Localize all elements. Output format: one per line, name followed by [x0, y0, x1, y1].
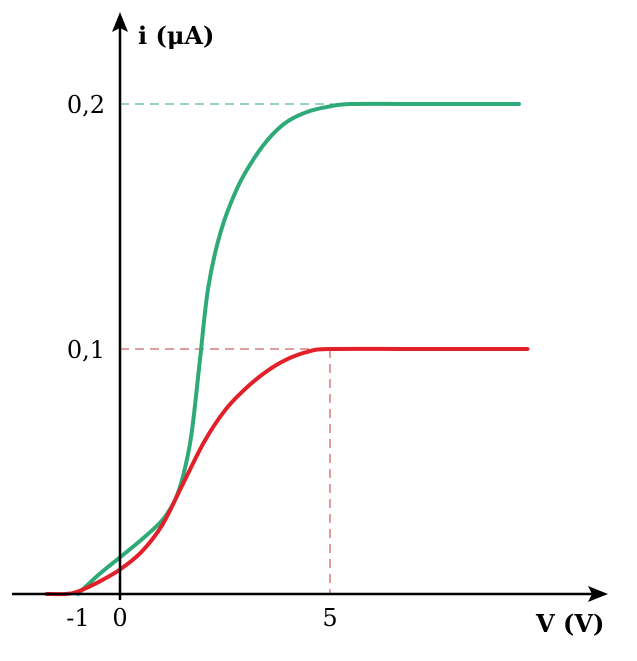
- series-line-1: [44, 346, 530, 597]
- y-axis-label: i (μA): [138, 21, 214, 50]
- x-axis-arrow: [588, 586, 608, 602]
- x-tick-label-2: 5: [322, 604, 337, 632]
- x-tick-label-1: 0: [112, 604, 127, 632]
- x-axis-label: V (V): [535, 609, 604, 638]
- y-tick-label-1: 0,2: [67, 91, 105, 119]
- axes: [12, 12, 608, 602]
- series-layer: [44, 101, 530, 597]
- reference-lines: [120, 103, 351, 594]
- tick-labels: -1 0 5 0,1 0,2: [66, 91, 337, 632]
- y-tick-label-0: 0,1: [67, 336, 105, 364]
- x-tick-label-0: -1: [66, 604, 89, 632]
- series-line-0: [76, 101, 521, 596]
- y-axis-arrow: [112, 12, 128, 32]
